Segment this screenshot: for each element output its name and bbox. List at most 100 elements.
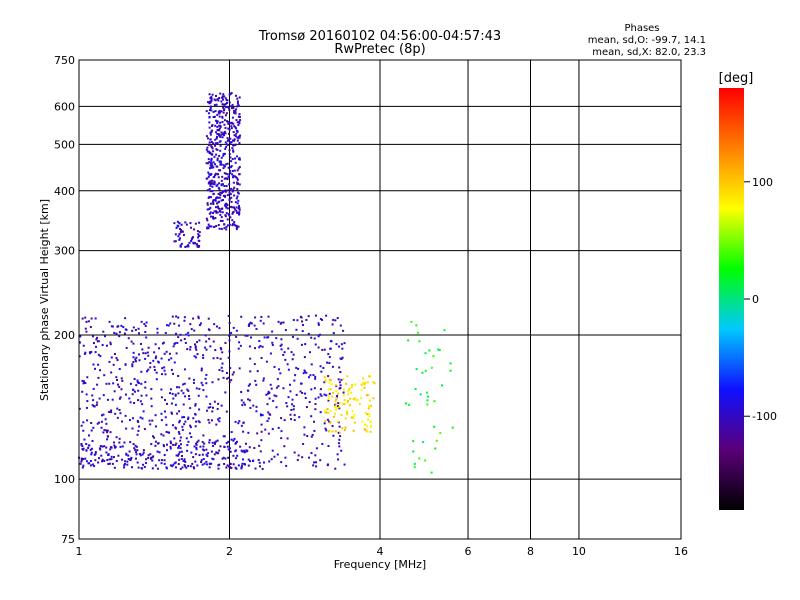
data-point	[228, 321, 231, 324]
data-point	[227, 127, 230, 130]
data-point	[187, 334, 190, 337]
data-point	[187, 416, 190, 419]
data-point	[212, 444, 215, 447]
data-point	[219, 213, 222, 216]
data-point	[190, 451, 193, 454]
data-point	[180, 450, 183, 453]
data-point	[339, 371, 342, 374]
data-point	[139, 454, 142, 457]
data-point	[81, 445, 84, 448]
data-point	[363, 423, 366, 426]
data-point	[260, 423, 263, 426]
data-point	[232, 439, 235, 442]
data-point	[205, 448, 208, 451]
data-point	[219, 144, 222, 147]
data-point	[283, 351, 286, 354]
data-point	[250, 322, 253, 325]
data-point	[219, 357, 222, 360]
data-point	[239, 344, 242, 347]
data-point	[237, 137, 240, 140]
data-point	[213, 226, 216, 229]
data-point	[236, 226, 239, 229]
data-point	[90, 429, 93, 432]
y-tick-label: 600	[54, 100, 75, 113]
data-point	[227, 138, 230, 141]
data-point	[218, 417, 221, 420]
data-point	[87, 446, 90, 449]
data-point	[317, 322, 320, 325]
data-point	[101, 460, 104, 463]
data-point	[209, 105, 212, 108]
data-point	[179, 436, 182, 439]
data-point	[306, 435, 309, 438]
data-point	[323, 348, 326, 351]
data-point	[229, 92, 232, 95]
data-point	[209, 202, 212, 205]
data-point	[141, 453, 144, 456]
data-point	[194, 345, 197, 348]
data-point	[184, 245, 187, 248]
data-point	[219, 194, 222, 197]
data-point	[360, 397, 363, 400]
data-point	[105, 382, 108, 385]
data-point	[296, 337, 299, 340]
data-point	[89, 448, 92, 451]
data-point	[218, 112, 221, 115]
data-point	[223, 165, 226, 168]
data-point	[96, 336, 99, 339]
data-point	[153, 369, 156, 372]
data-point	[217, 402, 220, 405]
data-point	[198, 421, 201, 424]
data-point	[135, 451, 138, 454]
data-point	[224, 190, 227, 193]
data-point	[108, 410, 111, 413]
data-point	[195, 348, 198, 351]
data-point	[319, 411, 322, 414]
data-point	[259, 344, 262, 347]
data-point	[265, 360, 268, 363]
data-point	[211, 190, 214, 193]
data-point	[366, 413, 369, 416]
data-point	[243, 449, 246, 452]
data-point	[109, 446, 112, 449]
data-point	[171, 315, 174, 318]
data-point	[123, 441, 126, 444]
data-point	[317, 323, 320, 326]
data-point	[103, 459, 106, 462]
data-point	[209, 161, 212, 164]
data-point	[265, 393, 268, 396]
data-point	[218, 133, 221, 136]
data-point	[249, 460, 252, 463]
data-point	[343, 342, 346, 345]
data-point	[102, 431, 105, 434]
data-point	[85, 406, 88, 409]
data-point	[362, 381, 365, 384]
data-point	[324, 419, 327, 422]
data-point	[187, 464, 190, 467]
data-point	[169, 440, 172, 443]
data-point	[310, 363, 313, 366]
data-point	[180, 339, 183, 342]
data-point	[236, 97, 239, 100]
data-point	[221, 115, 224, 118]
data-point	[132, 388, 135, 391]
data-point	[233, 169, 236, 172]
data-point	[327, 353, 330, 356]
data-point	[228, 121, 231, 124]
data-point	[220, 179, 223, 182]
data-point	[178, 458, 181, 461]
data-point	[93, 465, 96, 468]
data-point	[174, 342, 177, 345]
data-point	[181, 416, 184, 419]
data-point	[153, 351, 156, 354]
data-point	[116, 407, 119, 410]
data-point	[275, 386, 278, 389]
data-point	[426, 403, 429, 406]
data-point	[242, 430, 245, 433]
data-point	[284, 358, 287, 361]
data-point	[127, 337, 130, 340]
data-point	[235, 94, 238, 97]
data-point	[236, 454, 239, 457]
data-point	[83, 352, 86, 355]
data-point	[331, 430, 334, 433]
